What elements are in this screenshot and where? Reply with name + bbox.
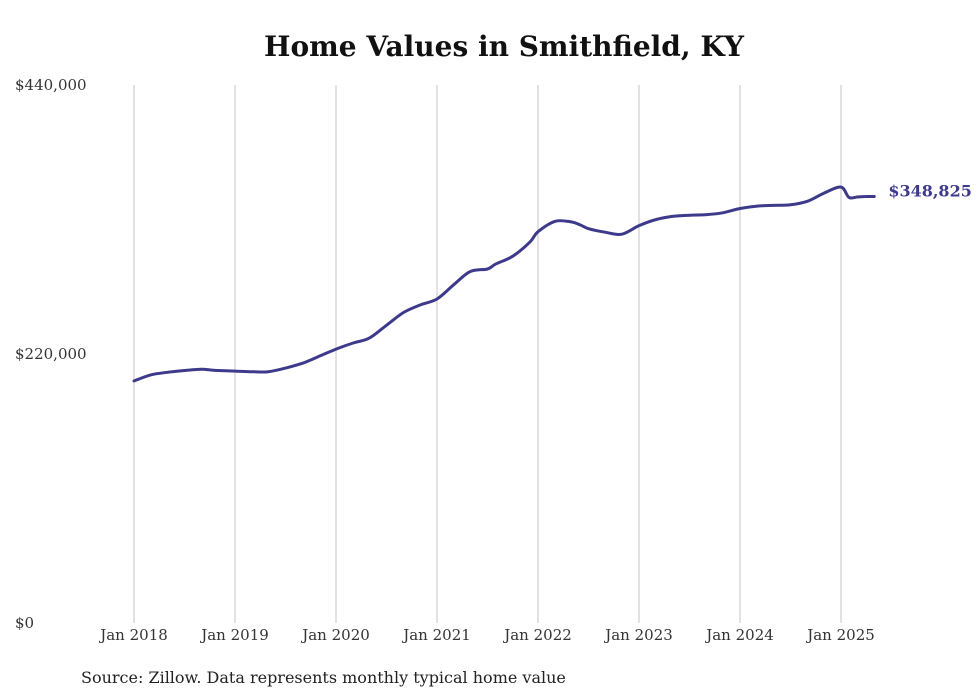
x-tick-label: Jan 2021 bbox=[401, 626, 471, 644]
x-tick-label: Jan 2024 bbox=[704, 626, 774, 644]
series-line bbox=[132, 185, 876, 383]
x-tick-label: Jan 2025 bbox=[805, 626, 875, 644]
x-tick-label: Jan 2020 bbox=[300, 626, 370, 644]
y-tick-label: $0 bbox=[15, 614, 34, 632]
x-tick-label: Jan 2019 bbox=[199, 626, 269, 644]
x-tick-label: Jan 2022 bbox=[502, 626, 572, 644]
source-note: Source: Zillow. Data represents monthly … bbox=[81, 668, 566, 687]
chart-title: Home Values in Smithfield, KY bbox=[264, 30, 744, 63]
x-tick-label: Jan 2018 bbox=[98, 626, 168, 644]
x-tick-label: Jan 2023 bbox=[603, 626, 673, 644]
y-tick-label: $220,000 bbox=[15, 345, 87, 363]
y-tick-label: $440,000 bbox=[15, 76, 87, 94]
end-value-label: $348,825 bbox=[888, 181, 972, 200]
